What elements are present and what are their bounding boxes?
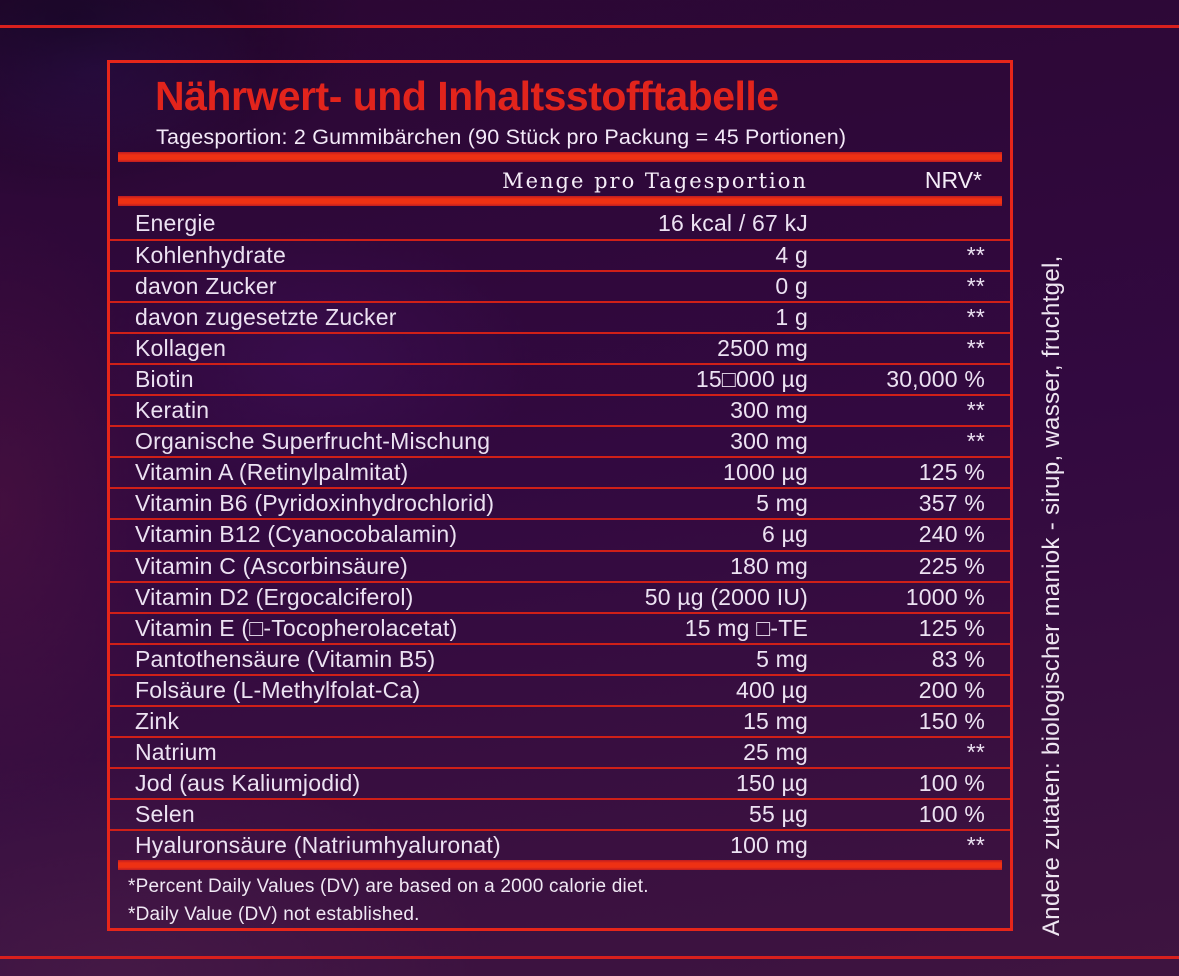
nutrient-name: Kohlenhydrate bbox=[135, 242, 286, 269]
nutrient-name: Selen bbox=[135, 800, 195, 827]
nutrient-amount: 400 µg bbox=[735, 676, 808, 703]
nutrient-name: Biotin bbox=[135, 366, 194, 393]
footnote-dv-basis: *Percent Daily Values (DV) are based on … bbox=[128, 876, 649, 897]
table-row: Vitamin E (□-Tocopherolacetat) 15 mg □-T… bbox=[110, 611, 1010, 643]
nutrient-amount: 300 mg bbox=[730, 428, 808, 455]
nutrient-nrv: ** bbox=[966, 242, 985, 269]
nutrient-name: Natrium bbox=[135, 738, 217, 765]
nutrient-amount: 180 mg bbox=[730, 552, 808, 579]
nutrient-nrv: 1000 % bbox=[905, 583, 985, 610]
nutrient-name: Vitamin C (Ascorbinsäure) bbox=[135, 552, 409, 579]
nutrient-name: Vitamin A (Retinylpalmitat) bbox=[135, 459, 409, 486]
nutrient-amount: 1000 µg bbox=[723, 459, 808, 486]
nutrient-nrv: 225 % bbox=[918, 552, 985, 579]
nutrient-amount: 15 mg bbox=[743, 707, 808, 734]
nutrient-nrv: 125 % bbox=[918, 614, 985, 641]
serving-info: Tagesportion: 2 Gummibärchen (90 Stück p… bbox=[156, 125, 847, 149]
nutrient-nrv: 100 % bbox=[918, 800, 985, 827]
nutrient-amount: 300 mg bbox=[730, 397, 808, 424]
footnote-dv-not-established: *Daily Value (DV) not established. bbox=[128, 904, 420, 925]
nutrient-name: Kollagen bbox=[135, 335, 227, 362]
footnotes: *Percent Daily Values (DV) are based on … bbox=[128, 873, 649, 929]
nutrient-name: davon Zucker bbox=[135, 273, 277, 300]
nutrient-nrv: 357 % bbox=[918, 490, 985, 517]
nutrient-name: Jod (aus Kaliumjodid) bbox=[135, 769, 361, 796]
nutrient-amount: 55 µg bbox=[748, 800, 808, 827]
nutrient-nrv: 150 % bbox=[918, 707, 985, 734]
table-row: Zink 15 mg 150 % bbox=[110, 704, 1010, 736]
column-header-amount: Menge pro Tagesportion bbox=[502, 169, 808, 193]
nutrient-nrv: ** bbox=[966, 831, 985, 858]
nutrient-nrv: 83 % bbox=[931, 645, 985, 672]
table-row: davon Zucker 0 g ** bbox=[110, 270, 1010, 301]
nutrient-nrv: ** bbox=[966, 335, 985, 362]
nutrient-name: Pantothensäure (Vitamin B5) bbox=[135, 645, 436, 672]
nutrient-amount: 1 g bbox=[775, 304, 808, 331]
nutrient-nrv: ** bbox=[966, 273, 985, 300]
table-row: davon zugesetzte Zucker 1 g ** bbox=[110, 301, 1010, 332]
nutrient-amount: 150 µg bbox=[735, 769, 808, 796]
nutrient-nrv: ** bbox=[966, 738, 985, 765]
outer-frame-top-line bbox=[0, 25, 1179, 28]
other-ingredients-vertical-text: Andere zutaten: biologischer maniok - si… bbox=[1038, 255, 1065, 936]
table-row: Vitamin C (Ascorbinsäure) 180 mg 225 % bbox=[110, 549, 1010, 581]
nutrient-name: Vitamin D2 (Ergocalciferol) bbox=[135, 583, 414, 610]
nutrient-name: Folsäure (L-Methylfolat-Ca) bbox=[135, 676, 421, 703]
table-row: Hyaluronsäure (Natriumhyaluronat) 100 mg… bbox=[110, 828, 1010, 860]
nutrient-name: Organische Superfrucht-Mischung bbox=[135, 428, 491, 455]
table-row: Jod (aus Kaliumjodid) 150 µg 100 % bbox=[110, 766, 1010, 798]
column-header-row: Menge pro Tagesportion NRV* bbox=[110, 166, 1010, 196]
nutrient-nrv: 100 % bbox=[918, 769, 985, 796]
nutrient-amount: 2500 mg bbox=[717, 335, 808, 362]
nutrient-nrv: 30,000 % bbox=[886, 366, 985, 393]
page-title: Nährwert- und Inhaltsstofftabelle bbox=[155, 73, 779, 119]
nutrition-table-body: Energie 16 kcal / 67 kJ Kohlenhydrate 4 … bbox=[110, 208, 1010, 860]
table-row: Keratin 300 mg ** bbox=[110, 394, 1010, 425]
table-row: Folsäure (L-Methylfolat-Ca) 400 µg 200 % bbox=[110, 673, 1010, 705]
nutrient-nrv: 125 % bbox=[918, 459, 985, 486]
table-row: Vitamin A (Retinylpalmitat) 1000 µg 125 … bbox=[110, 456, 1010, 487]
table-row: Energie 16 kcal / 67 kJ bbox=[110, 208, 1010, 239]
nutrient-amount: 5 mg bbox=[756, 490, 808, 517]
table-row: Kohlenhydrate 4 g ** bbox=[110, 239, 1010, 270]
nutrition-panel: Nährwert- und Inhaltsstofftabelle Tagesp… bbox=[107, 60, 1013, 931]
nutrient-amount: 100 mg bbox=[730, 831, 808, 858]
nutrient-name: davon zugesetzte Zucker bbox=[135, 304, 397, 331]
divider-bar-bottom bbox=[118, 860, 1002, 870]
table-row: Organische Superfrucht-Mischung 300 mg *… bbox=[110, 425, 1010, 456]
table-row: Natrium 25 mg ** bbox=[110, 735, 1010, 767]
nutrient-nrv: ** bbox=[966, 397, 985, 424]
nutrient-name: Zink bbox=[135, 707, 180, 734]
column-header-nrv: NRV* bbox=[924, 167, 982, 193]
nutrient-name: Vitamin B6 (Pyridoxinhydrochlorid) bbox=[135, 490, 495, 517]
table-row: Kollagen 2500 mg ** bbox=[110, 332, 1010, 363]
outer-frame-bottom-line bbox=[0, 956, 1179, 959]
divider-bar-header bbox=[118, 196, 1002, 206]
divider-bar-top bbox=[118, 152, 1002, 162]
nutrient-amount: 6 µg bbox=[761, 521, 808, 548]
nutrient-amount: 15 mg □-TE bbox=[684, 614, 808, 641]
nutrient-nrv: 240 % bbox=[918, 521, 985, 548]
nutrient-amount: 5 mg bbox=[756, 645, 808, 672]
table-row: Vitamin B6 (Pyridoxinhydrochlorid) 5 mg … bbox=[110, 487, 1010, 518]
nutrient-amount: 25 mg bbox=[743, 738, 808, 765]
table-row: Vitamin D2 (Ergocalciferol) 50 µg (2000 … bbox=[110, 580, 1010, 612]
nutrient-name: Keratin bbox=[135, 397, 210, 424]
table-row: Vitamin B12 (Cyanocobalamin) 6 µg 240 % bbox=[110, 518, 1010, 549]
nutrient-amount: 0 g bbox=[775, 273, 808, 300]
nutrient-name: Vitamin E (□-Tocopherolacetat) bbox=[135, 614, 458, 641]
nutrient-nrv: 200 % bbox=[918, 676, 985, 703]
nutrient-amount: 4 g bbox=[775, 242, 808, 269]
nutrient-name: Hyaluronsäure (Natriumhyaluronat) bbox=[135, 831, 501, 858]
nutrient-name: Vitamin B12 (Cyanocobalamin) bbox=[135, 521, 458, 548]
nutrient-amount: 50 µg (2000 IU) bbox=[644, 583, 808, 610]
table-row: Biotin 15□000 µg 30,000 % bbox=[110, 363, 1010, 394]
nutrient-nrv: ** bbox=[966, 304, 985, 331]
nutrient-name: Energie bbox=[135, 210, 216, 237]
nutrient-amount: 16 kcal / 67 kJ bbox=[657, 210, 808, 237]
nutrient-amount: 15□000 µg bbox=[695, 366, 808, 393]
nutrient-nrv: ** bbox=[966, 428, 985, 455]
table-row: Selen 55 µg 100 % bbox=[110, 797, 1010, 829]
table-row: Pantothensäure (Vitamin B5) 5 mg 83 % bbox=[110, 642, 1010, 674]
